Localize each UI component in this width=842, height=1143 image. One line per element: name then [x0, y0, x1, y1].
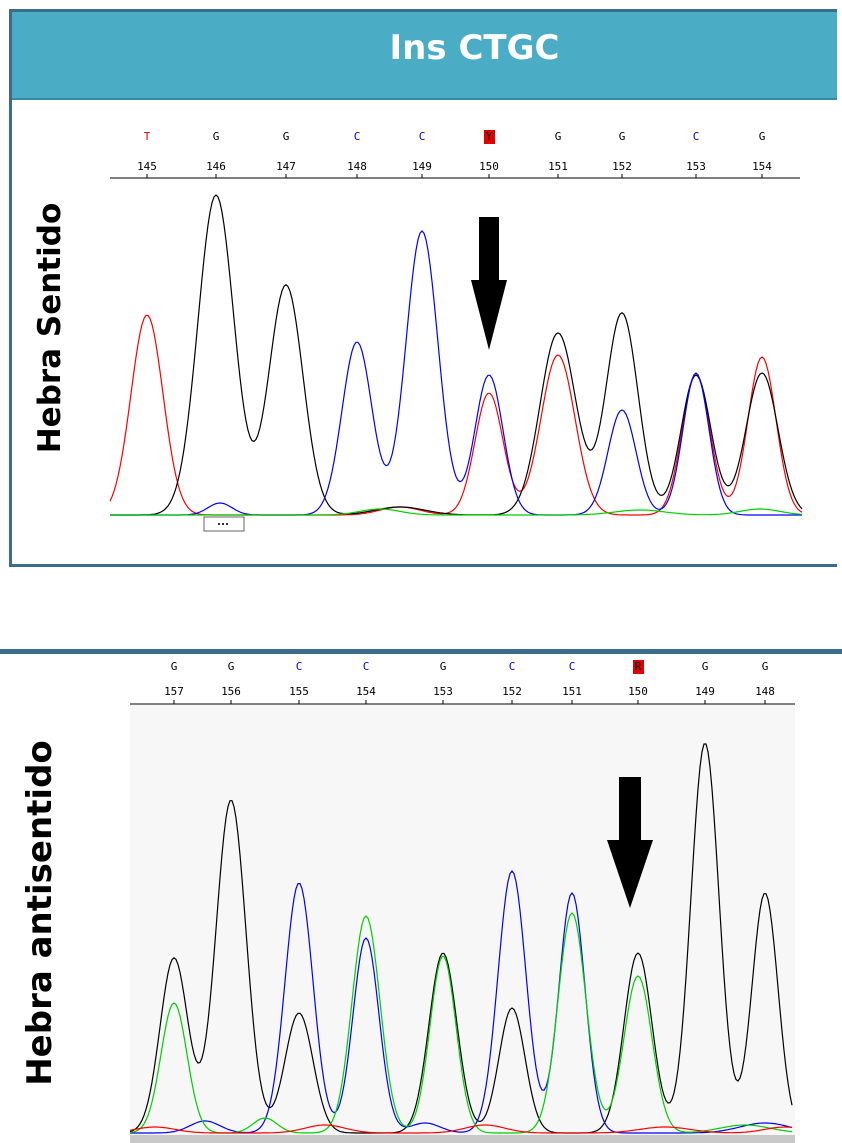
base-letter: C	[569, 660, 576, 673]
base-position: 150	[479, 160, 499, 173]
base-position: 152	[612, 160, 632, 173]
base-letter: G	[619, 130, 626, 143]
base-letter: R	[635, 660, 642, 673]
base-position: 145	[137, 160, 157, 173]
panel-header: Ins CTGC	[12, 12, 837, 100]
base-letter: C	[419, 130, 426, 143]
mutation-arrow-icon	[607, 777, 653, 908]
trace-t	[129, 1124, 793, 1134]
trace-a	[110, 508, 803, 516]
base-position: 157	[164, 685, 184, 698]
base-position: 149	[695, 685, 715, 698]
base-position: 148	[755, 685, 775, 698]
sense-axis-ticks	[146, 174, 763, 178]
antisense-base-calls: G 157 G 156 C 155 C 154 G 153 C 152 C 151 R 150 G 149 G 148	[164, 660, 775, 698]
base-position: 155	[289, 685, 309, 698]
base-letter: C	[693, 130, 700, 143]
base-letter: G	[555, 130, 562, 143]
mutation-arrow-icon	[471, 217, 507, 350]
base-position: 152	[502, 685, 522, 698]
base-position: 151	[562, 685, 582, 698]
sense-strand-label: Hebra Sentido	[32, 202, 68, 454]
base-letter: G	[171, 660, 178, 673]
base-position: 150	[628, 685, 648, 698]
base-letter: C	[354, 130, 361, 143]
scrollbar[interactable]	[130, 1135, 795, 1143]
base-position: 149	[412, 160, 432, 173]
base-letter: C	[296, 660, 303, 673]
base-letter: G	[228, 660, 235, 673]
base-letter: C	[509, 660, 516, 673]
sense-strand-panel: Ins CTGC	[9, 9, 837, 567]
base-position: 156	[221, 685, 241, 698]
trace-a	[129, 912, 793, 1134]
base-position: 147	[276, 160, 296, 173]
trace-c	[110, 230, 802, 516]
trace-g	[110, 194, 803, 516]
antisense-chromatogram: G 157 G 156 C 155 C 154 G 153 C 152 C 151 R 150 G 149 G 148	[129, 660, 795, 1143]
antisense-panel-border	[0, 649, 842, 654]
trace-t	[109, 314, 803, 516]
base-position: 146	[206, 160, 226, 173]
base-position: 154	[356, 685, 376, 698]
base-letter: G	[440, 660, 447, 673]
base-letter: T	[144, 130, 151, 143]
base-letter: G	[762, 660, 769, 673]
sense-chromatogram: T 145 G 146 G 147 C 148 C 149 Y 150 G 151 G 152 C 153 G 154	[109, 130, 803, 532]
antisense-plot-bg	[130, 705, 795, 1143]
base-position: 153	[433, 685, 453, 698]
sense-base-calls: T 145 G 146 G 147 C 148 C 149 Y 150 G 151 G 152 C 153 G 154	[137, 130, 772, 173]
base-letter: G	[702, 660, 709, 673]
trace-g	[129, 743, 793, 1134]
panel-title: Ins CTGC	[389, 28, 560, 68]
base-letter: G	[759, 130, 766, 143]
antisense-strand-label: Hebra antisentido	[20, 740, 60, 1086]
ambiguous-base-highlight	[633, 660, 644, 674]
trace-c	[130, 870, 793, 1134]
base-position: 154	[752, 160, 772, 173]
base-letter: G	[213, 130, 220, 143]
sense-traces	[109, 194, 803, 516]
ambiguous-base-highlight	[484, 130, 495, 144]
base-position: 151	[548, 160, 568, 173]
base-position: 153	[686, 160, 706, 173]
scroll-handle[interactable]	[203, 516, 245, 532]
base-letter: Y	[486, 130, 493, 143]
antisense-axis-ticks	[173, 700, 766, 704]
base-letter: C	[363, 660, 370, 673]
antisense-traces	[129, 743, 793, 1134]
base-letter: G	[283, 130, 290, 143]
base-position: 148	[347, 160, 367, 173]
